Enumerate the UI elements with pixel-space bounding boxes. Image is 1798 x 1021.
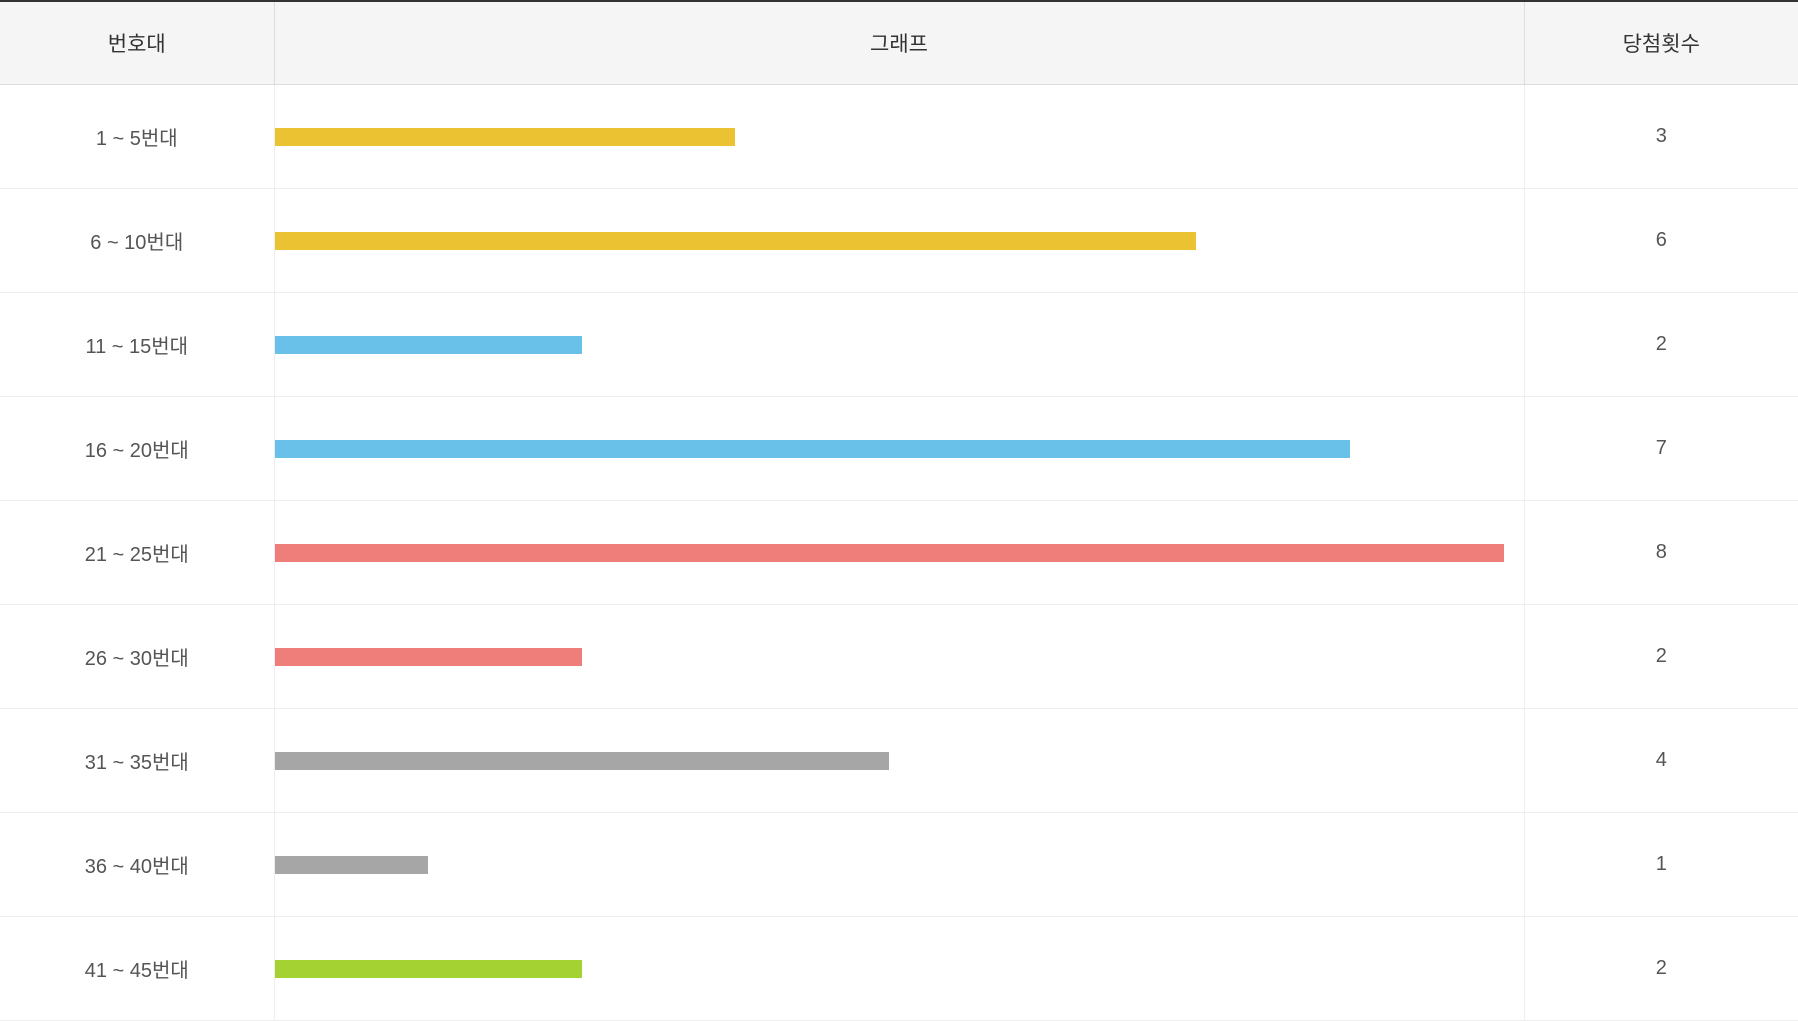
header-graph: 그래프 [274, 1, 1524, 85]
table-row: 6 ~ 10번대 6 [0, 189, 1798, 293]
bar [275, 752, 890, 770]
row-bar-cell [274, 85, 1524, 189]
bar [275, 232, 1197, 250]
header-label: 번호대 [0, 1, 274, 85]
row-bar-cell [274, 501, 1524, 605]
table-row: 31 ~ 35번대 4 [0, 709, 1798, 813]
table-row: 1 ~ 5번대 3 [0, 85, 1798, 189]
table-row: 41 ~ 45번대 2 [0, 917, 1798, 1021]
row-bar-cell [274, 813, 1524, 917]
row-count: 7 [1524, 397, 1798, 501]
bar [275, 648, 582, 666]
row-label: 31 ~ 35번대 [0, 709, 274, 813]
bar [275, 128, 736, 146]
header-count: 당첨횟수 [1524, 1, 1798, 85]
table-row: 11 ~ 15번대 2 [0, 293, 1798, 397]
bar [275, 960, 582, 978]
row-label: 36 ~ 40번대 [0, 813, 274, 917]
table-row: 36 ~ 40번대 1 [0, 813, 1798, 917]
header-row: 번호대 그래프 당첨횟수 [0, 1, 1798, 85]
row-count: 2 [1524, 917, 1798, 1021]
bar [275, 440, 1350, 458]
row-bar-cell [274, 917, 1524, 1021]
row-label: 41 ~ 45번대 [0, 917, 274, 1021]
table-row: 16 ~ 20번대 7 [0, 397, 1798, 501]
row-label: 21 ~ 25번대 [0, 501, 274, 605]
table-row: 21 ~ 25번대 8 [0, 501, 1798, 605]
row-count: 2 [1524, 605, 1798, 709]
bar [275, 856, 429, 874]
row-count: 2 [1524, 293, 1798, 397]
row-count: 1 [1524, 813, 1798, 917]
row-bar-cell [274, 709, 1524, 813]
table-row: 26 ~ 30번대 2 [0, 605, 1798, 709]
row-label: 1 ~ 5번대 [0, 85, 274, 189]
bar [275, 544, 1504, 562]
bar [275, 336, 582, 354]
row-bar-cell [274, 189, 1524, 293]
row-count: 8 [1524, 501, 1798, 605]
row-bar-cell [274, 397, 1524, 501]
row-bar-cell [274, 293, 1524, 397]
row-bar-cell [274, 605, 1524, 709]
row-label: 11 ~ 15번대 [0, 293, 274, 397]
row-count: 3 [1524, 85, 1798, 189]
frequency-chart-table: 번호대 그래프 당첨횟수 1 ~ 5번대 3 6 ~ 10번대 6 11 ~ 15번대 2… [0, 0, 1798, 1021]
row-label: 26 ~ 30번대 [0, 605, 274, 709]
row-count: 6 [1524, 189, 1798, 293]
row-label: 16 ~ 20번대 [0, 397, 274, 501]
chart-body: 1 ~ 5번대36 ~ 10번대611 ~ 15번대216 ~ 20번대721 … [0, 85, 1798, 1021]
row-count: 4 [1524, 709, 1798, 813]
row-label: 6 ~ 10번대 [0, 189, 274, 293]
